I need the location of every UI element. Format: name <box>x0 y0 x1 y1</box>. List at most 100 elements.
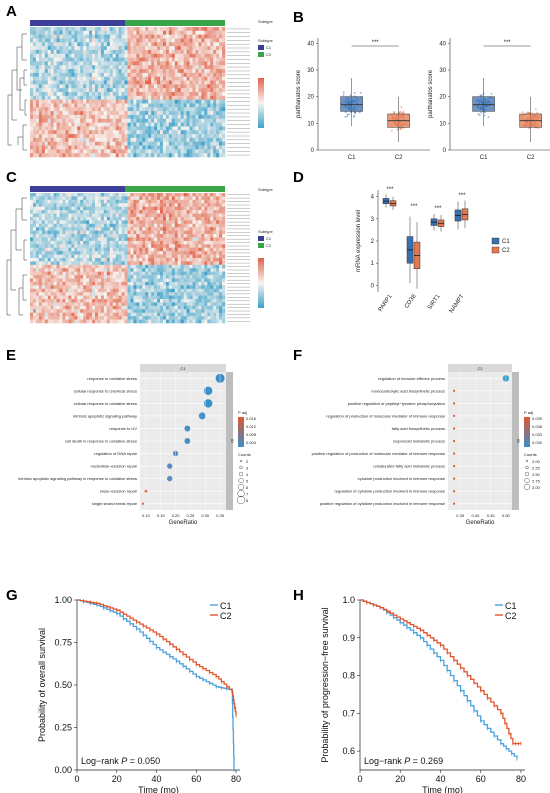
heat-cell <box>80 114 84 120</box>
heat-cell <box>71 30 75 35</box>
heat-cell <box>177 305 181 310</box>
heat-cell <box>74 234 78 238</box>
heat-cell <box>74 46 78 51</box>
heat-cell <box>38 88 43 93</box>
heat-cell <box>157 103 161 108</box>
heat-cell <box>83 285 87 290</box>
heat-cell <box>118 38 122 43</box>
heat-cell <box>148 244 152 249</box>
heat-cell <box>74 196 78 201</box>
heat-cell <box>183 299 187 303</box>
heat-cell <box>86 206 90 211</box>
heat-cell <box>115 122 119 127</box>
heat-cell <box>74 216 78 221</box>
heat-cell <box>47 275 51 279</box>
heat-cell <box>201 271 205 276</box>
heat-cell <box>201 30 205 35</box>
heat-cell <box>154 114 158 120</box>
heat-cell <box>106 27 111 32</box>
heat-cell <box>106 203 111 207</box>
heat-cell <box>53 57 57 62</box>
heat-cell <box>38 49 43 55</box>
heat-cell <box>139 196 143 201</box>
heat-cell <box>74 92 78 97</box>
heat-cell <box>148 285 152 290</box>
heat-cell <box>133 213 137 218</box>
heat-cell <box>142 216 146 221</box>
heat-cell <box>47 72 51 77</box>
heat-cell <box>210 145 214 150</box>
heat-cell <box>86 223 90 228</box>
heat-cell <box>74 76 78 81</box>
heat-cell <box>219 149 223 154</box>
heat-cell <box>44 30 49 35</box>
heat-cell <box>204 99 208 104</box>
y-tick-label: 0 <box>311 148 315 154</box>
heat-cell <box>142 268 146 272</box>
heat-cell <box>148 69 152 74</box>
heat-cell <box>192 114 196 120</box>
heat-cell <box>133 149 137 154</box>
heat-cell <box>174 275 179 279</box>
heat-cell <box>30 153 34 158</box>
heat-cell <box>86 57 90 62</box>
heat-cell <box>74 288 78 293</box>
heat-cell <box>112 295 116 300</box>
heat-cell <box>109 223 114 228</box>
heat-cell <box>35 53 40 58</box>
heat-cell <box>118 49 122 55</box>
heat-cell <box>136 305 140 310</box>
heat-cell <box>62 244 66 249</box>
heat-cell <box>154 107 158 112</box>
heat-cell <box>139 264 143 269</box>
heat-cell <box>95 88 99 93</box>
heat-cell <box>165 114 170 120</box>
heat-cell <box>136 65 140 70</box>
heat-cell <box>192 53 196 58</box>
heat-cell <box>204 254 208 259</box>
heat-cell <box>168 57 173 62</box>
heat-cell <box>133 130 137 135</box>
heat-cell <box>160 234 164 238</box>
heat-cell <box>154 92 158 97</box>
heat-cell <box>195 199 199 204</box>
heat-cell <box>62 153 66 158</box>
heat-cell <box>207 254 211 259</box>
heat-cell <box>35 118 40 123</box>
heat-cell <box>195 107 199 112</box>
heat-cell <box>95 57 99 62</box>
heat-cell <box>68 223 72 228</box>
data-point <box>342 93 345 96</box>
heat-cell <box>95 80 99 85</box>
heat-cell <box>145 30 149 35</box>
heat-cell <box>180 240 184 245</box>
heat-cell <box>219 237 223 242</box>
heat-cell <box>30 88 34 93</box>
heat-cell <box>168 292 173 296</box>
heat-cell <box>53 206 57 211</box>
heat-cell <box>210 72 214 77</box>
heat-cell <box>86 288 90 293</box>
heat-cell <box>95 111 99 116</box>
heat-cell <box>222 34 226 39</box>
dendrogram-c <box>6 197 27 316</box>
heat-cell <box>109 92 114 97</box>
heat-cell <box>204 237 208 242</box>
heat-cell <box>151 137 155 142</box>
heat-cell <box>109 299 114 303</box>
heat-cell <box>204 193 208 197</box>
heat-cell <box>192 220 196 225</box>
heat-cell <box>183 220 187 225</box>
heat-cell <box>106 30 111 35</box>
heat-cell <box>38 53 43 58</box>
heat-cell <box>100 247 105 252</box>
heat-cell <box>204 268 208 272</box>
heat-cell <box>32 281 37 286</box>
heat-cell <box>174 285 179 290</box>
heat-cell <box>47 213 51 218</box>
heat-cell <box>118 206 122 211</box>
heat-cell <box>86 53 90 58</box>
heat-cell <box>207 268 211 272</box>
heat-cell <box>127 84 131 89</box>
heat-cell <box>133 42 137 47</box>
